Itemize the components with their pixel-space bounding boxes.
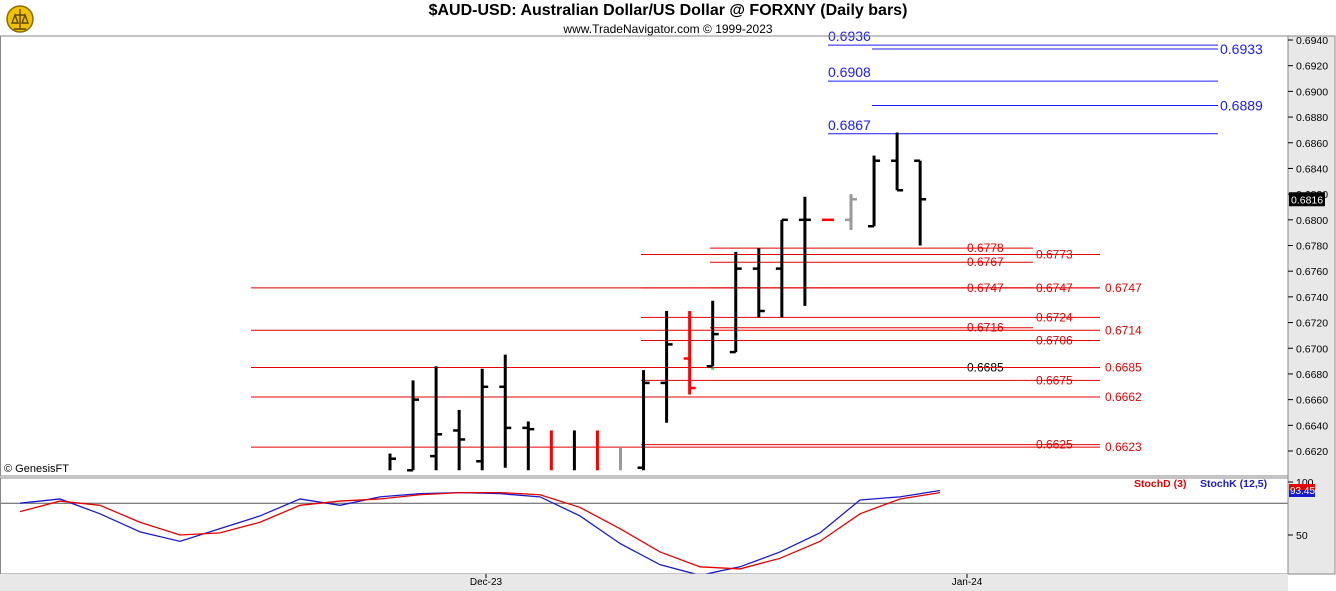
stoch-d-line bbox=[19, 491, 941, 570]
y-tick-label: 0.6740 bbox=[1296, 292, 1328, 304]
price-level-label: 0.6675 bbox=[1036, 373, 1073, 387]
price-level-label: 0.6662 bbox=[1105, 390, 1142, 404]
stochastic-panel: StochD (3) StochK (12,5) bbox=[0, 478, 1288, 576]
stoch-y-tick-label: 50 bbox=[1296, 530, 1308, 542]
last-price-label: 0.6816 bbox=[1291, 194, 1323, 206]
stoch-last-value-label: 93.45 bbox=[1290, 486, 1315, 497]
x-tick-label: Jan-24 bbox=[952, 577, 983, 588]
last-price-tag bbox=[1289, 192, 1325, 207]
legend-stoch-d: StochD (3) bbox=[1134, 478, 1187, 490]
price-level-label: 0.6767 bbox=[967, 255, 1004, 269]
y-tick-label: 0.6860 bbox=[1296, 138, 1328, 150]
y-tick-label: 0.6620 bbox=[1296, 446, 1328, 458]
y-tick-label: 0.6760 bbox=[1296, 266, 1328, 278]
y-tick-label: 0.6720 bbox=[1296, 318, 1328, 330]
price-level-label: 0.6908 bbox=[828, 64, 871, 80]
stoch-last-value-tag-lower bbox=[1289, 490, 1315, 497]
y-tick-label: 0.6700 bbox=[1296, 343, 1328, 355]
x-tick-label: Dec-23 bbox=[470, 577, 503, 588]
price-level-label: 0.6747 bbox=[1105, 281, 1142, 295]
price-level-label: 0.6724 bbox=[1036, 310, 1073, 324]
price-level-label: 0.6778 bbox=[967, 241, 1004, 255]
price-level-label: 0.6716 bbox=[967, 321, 1004, 335]
y-tick-label: 0.6680 bbox=[1296, 369, 1328, 381]
price-level-label: 0.6706 bbox=[1036, 334, 1073, 348]
axes: 0.6940 0.6920 0.6900 0.6880 0.6860 0.6840 0.68… bbox=[0, 35, 1336, 591]
price-level-label: 0.6867 bbox=[828, 117, 871, 133]
price-level-label: 0.6773 bbox=[1036, 247, 1073, 261]
trade-navigator-logo-icon bbox=[6, 5, 34, 33]
stoch-panel-frame bbox=[0, 477, 1289, 575]
y-tick-label: 0.6800 bbox=[1296, 215, 1328, 227]
y-tick-label: 0.6660 bbox=[1296, 395, 1328, 407]
chart-subtitle: www.TradeNavigator.com © 1999-2023 bbox=[563, 22, 773, 36]
watermark: © GenesisFT bbox=[4, 463, 69, 475]
price-level-label: 0.6623 bbox=[1105, 440, 1142, 454]
y-tick-label: 0.6920 bbox=[1296, 61, 1328, 73]
y-tick-label: 0.6780 bbox=[1296, 241, 1328, 253]
price-level-label: 0.6889 bbox=[1220, 98, 1263, 114]
y-tick-label: 0.6840 bbox=[1296, 163, 1328, 175]
x-axis-background bbox=[0, 574, 1288, 591]
legend-stoch-k: StochK (12,5) bbox=[1200, 478, 1267, 490]
price-level-label: 0.6625 bbox=[1036, 438, 1073, 452]
price-level-label: 0.6714 bbox=[1105, 323, 1142, 337]
price-level-label: 0.6685 bbox=[1105, 361, 1142, 375]
y-tick-label: 0.6900 bbox=[1296, 86, 1328, 98]
y-tick-label: 0.6640 bbox=[1296, 420, 1328, 432]
y-tick-label: 0.6880 bbox=[1296, 112, 1328, 124]
chart-title: $AUD-USD: Australian Dollar/US Dollar @ … bbox=[428, 2, 908, 19]
price-level-label: 0.6933 bbox=[1220, 41, 1263, 57]
y-tick-label: 0.6940 bbox=[1296, 35, 1328, 47]
